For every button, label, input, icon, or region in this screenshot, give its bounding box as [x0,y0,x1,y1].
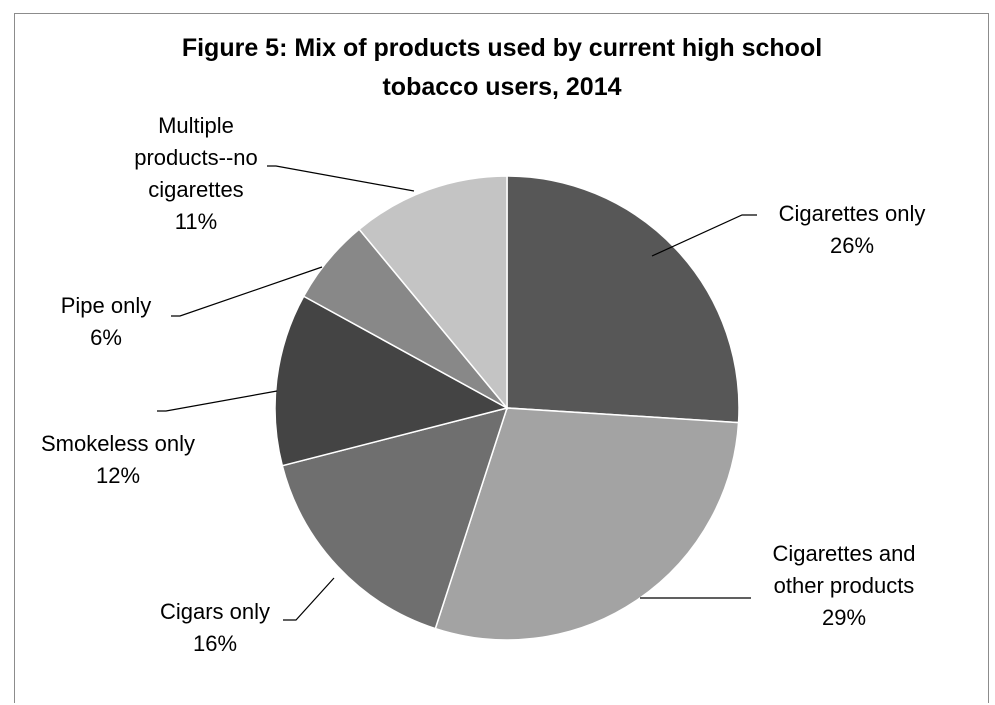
data-label-multiple-products-no-cigarettes: Multiple products--no cigarettes 11% [134,113,258,234]
pie-slice-smokeless-only [274,295,510,467]
data-label-pipe-only: Pipe only 6% [61,293,152,350]
data-label-cigars-only: Cigars only 16% [160,599,270,656]
data-label-name-line: Cigarettes and [772,541,915,566]
data-label-name-line: Pipe only [61,293,152,318]
pie-slice-cigarettes-only [506,175,740,424]
leader-line-pipe-only [171,266,323,317]
pie-slice-cigars-only [281,406,509,630]
leader-line-multiple-products-no-cigarettes [267,165,415,192]
leader-line-cigarettes-only [651,214,757,257]
data-label-name-line: other products [774,573,915,598]
data-label-percent: 6% [90,325,122,350]
chart-title-line-2: tobacco users, 2014 [382,73,621,101]
data-label-name-line: cigarettes [148,177,243,202]
data-label-cigarettes-and-other-products: Cigarettes and other products 29% [772,541,915,630]
data-label-percent: 26% [830,233,874,258]
leader-lines [157,165,757,621]
pie-slice-multiple-products-no-cigarettes [358,175,508,411]
leader-line-smokeless-only [157,390,278,412]
slice-labels: Cigarettes only 26% Cigarettes and other pr… [41,113,925,656]
data-label-percent: 12% [96,463,140,488]
pie-slices [274,175,740,641]
chart-title: Figure 5: Mix of products used by curren… [182,34,822,101]
data-label-name-line: Multiple [158,113,234,138]
data-label-name-line: Smokeless only [41,431,195,456]
data-label-percent: 16% [193,631,237,656]
data-label-cigarettes-only: Cigarettes only 26% [779,201,926,258]
data-label-smokeless-only: Smokeless only 12% [41,431,195,488]
data-label-name-line: products--no [134,145,258,170]
data-label-name-line: Cigarettes only [779,201,926,226]
data-label-name-line: Cigars only [160,599,270,624]
data-label-percent: 29% [822,605,866,630]
data-label-percent: 11% [175,209,217,234]
chart-title-line-1: Figure 5: Mix of products used by curren… [182,34,822,62]
pie-slice-cigarettes-and-other-products [434,407,740,641]
leader-line-cigars-only [283,577,335,621]
